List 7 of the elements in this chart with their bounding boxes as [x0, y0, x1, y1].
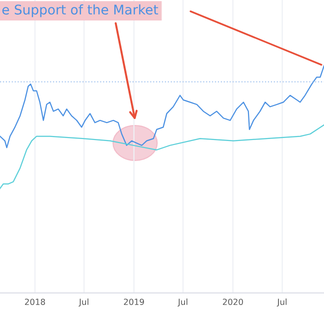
text: e Support of the Market: [2, 4, 158, 18]
x-tick-label: 2018: [24, 298, 46, 305]
x-tick-label: Jul: [78, 298, 88, 307]
x-tick-label: Jul: [178, 298, 188, 307]
x-tick-label: Jul: [276, 298, 286, 307]
x-tick-label: 2020: [222, 298, 243, 305]
x-tick-label: 2019: [124, 298, 144, 305]
